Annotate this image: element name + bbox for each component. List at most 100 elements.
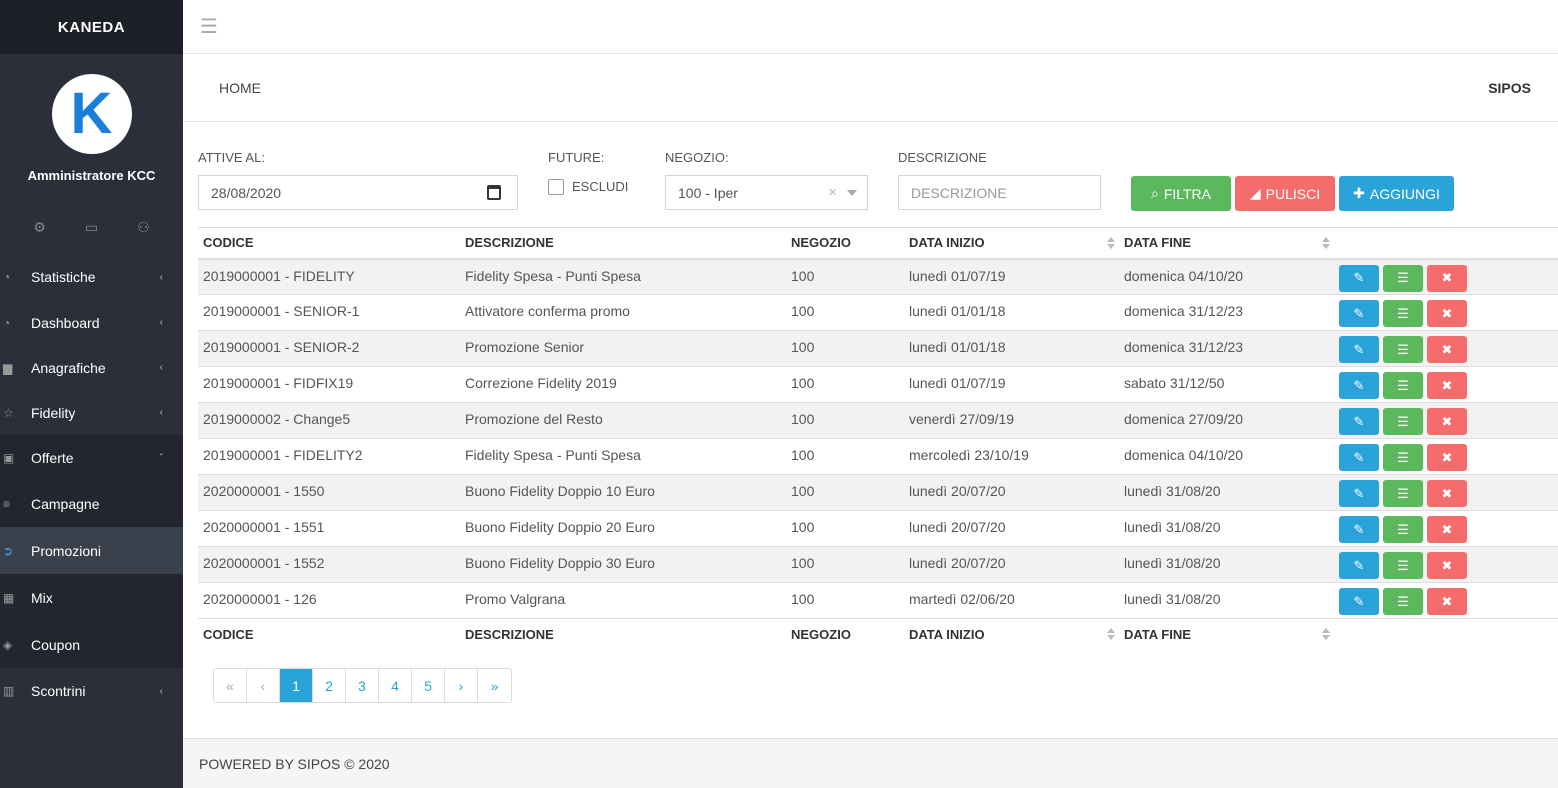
edit-button[interactable]: ✎ [1339, 336, 1379, 363]
exclude-checkbox[interactable] [548, 179, 564, 195]
delete-button[interactable]: ✖ [1427, 264, 1467, 292]
cell-description: Promozione Senior [460, 330, 786, 367]
sidebar-item-fidelity[interactable]: ☆ Fidelity ‹ [0, 390, 183, 435]
details-button[interactable]: ☰ [1383, 480, 1423, 507]
delete-button[interactable]: ✖ [1427, 588, 1467, 615]
edit-button[interactable]: ✎ [1339, 516, 1379, 543]
prev-page-button[interactable]: ‹ [247, 669, 280, 702]
clear-button[interactable]: ◢ PULISCI [1235, 176, 1335, 211]
edit-button[interactable]: ✎ [1339, 408, 1379, 435]
active-date-input[interactable]: 28/08/2020 [198, 175, 518, 210]
sidebar-item-coupon[interactable]: ◈ Coupon [0, 621, 183, 668]
column-header-end-date[interactable]: DATA FINE [1119, 227, 1334, 260]
details-button[interactable]: ☰ [1383, 552, 1423, 579]
table-row: 2019000001 - SENIOR-2 Promozione Senior 10… [198, 330, 1558, 367]
sidebar-item-campagne[interactable]: ≡ Campagne [0, 481, 183, 527]
sidebar-item-anagrafiche[interactable]: ▆ Anagrafiche ‹ [0, 345, 183, 390]
delete-button[interactable]: ✖ [1427, 408, 1467, 435]
sort-icon[interactable] [1107, 237, 1115, 251]
delete-button[interactable]: ✖ [1427, 300, 1467, 327]
column-footer-description[interactable]: DESCRIZIONE [460, 618, 786, 650]
sidebar-item-label: Anagrafiche [31, 359, 106, 376]
calendar-icon[interactable] [487, 185, 501, 200]
page-button-4[interactable]: 4 [379, 669, 412, 702]
cell-actions: ✎ ☰ ✖ [1334, 546, 1558, 583]
details-button[interactable]: ☰ [1383, 336, 1423, 363]
store-select[interactable]: 100 - Iper × [665, 175, 868, 210]
exclude-label: ESCLUDI [572, 179, 629, 194]
sidebar-item-statistiche[interactable]: ◔ Statistiche ‹ [0, 254, 183, 300]
delete-button[interactable]: ✖ [1427, 336, 1467, 363]
filter-button[interactable]: ⌕ FILTRA [1131, 176, 1231, 211]
edit-button[interactable]: ✎ [1339, 300, 1379, 327]
chevron-down-icon[interactable] [847, 190, 857, 196]
breadcrumb-home[interactable]: HOME [219, 79, 261, 96]
sidebar-item-dashboard[interactable]: ◔ Dashboard ‹ [0, 300, 183, 345]
row-actions: ✎ ☰ ✖ [1339, 300, 1558, 327]
page-button-2[interactable]: 2 [313, 669, 346, 702]
column-footer-store[interactable]: NEGOZIO [786, 618, 904, 650]
delete-button[interactable]: ✖ [1427, 372, 1467, 399]
page-button-3[interactable]: 3 [346, 669, 379, 702]
edit-button[interactable]: ✎ [1339, 444, 1379, 471]
delete-button[interactable]: ✖ [1427, 444, 1467, 471]
page-button-5[interactable]: 5 [412, 669, 445, 702]
column-header-start-date-label: DATA INIZIO [909, 235, 985, 251]
last-page-button[interactable]: » [490, 677, 499, 694]
row-actions: ✎ ☰ ✖ [1339, 408, 1558, 435]
edit-button[interactable]: ✎ [1339, 552, 1379, 579]
column-footer-end-date[interactable]: DATA FINE [1119, 618, 1334, 650]
cell-code: 2020000001 - 1550 [198, 474, 460, 511]
brand-logo[interactable]: KANEDA [0, 0, 183, 54]
table-header: CODICE DESCRIZIONE NEGOZIO DATA INIZIO D… [198, 227, 1558, 260]
sidebar-item-mix[interactable]: ▦ Mix [0, 574, 183, 621]
next-page-button[interactable]: › [445, 669, 478, 702]
edit-button[interactable]: ✎ [1339, 372, 1379, 399]
details-button[interactable]: ☰ [1383, 264, 1423, 292]
chat-icon[interactable]: ▭ [84, 218, 99, 235]
delete-button[interactable]: ✖ [1427, 516, 1467, 543]
cell-code: 2019000001 - FIDFIX19 [198, 366, 460, 403]
column-header-code[interactable]: CODICE [198, 227, 460, 260]
edit-button[interactable]: ✎ [1339, 264, 1379, 292]
sidebar-item-scontrini[interactable]: ▥ Scontrini ‹ [0, 668, 183, 714]
cell-code: 2019000001 - FIDELITY2 [198, 438, 460, 475]
first-page-button[interactable]: « [214, 669, 247, 702]
cell-start-date: venerdì 27/09/19 [904, 402, 1119, 439]
sort-icon[interactable] [1322, 237, 1330, 251]
clear-icon[interactable]: × [828, 184, 837, 201]
gear-icon[interactable]: ⚙ [33, 218, 46, 235]
column-header-start-date[interactable]: DATA INIZIO [904, 227, 1119, 260]
details-button[interactable]: ☰ [1383, 444, 1423, 471]
description-input[interactable]: DESCRIZIONE [898, 175, 1101, 210]
column-header-store[interactable]: NEGOZIO [786, 227, 904, 260]
user-icon[interactable]: ⚇ [137, 218, 150, 235]
table-row: 2019000001 - SENIOR-1 Attivatore conferma… [198, 294, 1558, 331]
sort-icon[interactable] [1322, 628, 1330, 642]
add-button[interactable]: ✚ AGGIUNGI [1339, 176, 1454, 211]
details-button[interactable]: ☰ [1383, 300, 1423, 327]
details-button[interactable]: ☰ [1383, 588, 1423, 615]
delete-button[interactable]: ✖ [1427, 552, 1467, 579]
column-header-description[interactable]: DESCRIZIONE [460, 227, 786, 260]
cell-end-date: domenica 31/12/23 [1119, 294, 1334, 331]
details-button[interactable]: ☰ [1383, 408, 1423, 435]
column-footer-code[interactable]: CODICE [198, 618, 460, 650]
hamburger-icon[interactable]: ☰ [200, 16, 218, 38]
cell-start-date: lunedì 20/07/20 [904, 474, 1119, 511]
details-button[interactable]: ☰ [1383, 372, 1423, 399]
details-button[interactable]: ☰ [1383, 516, 1423, 543]
edit-button[interactable]: ✎ [1339, 588, 1379, 615]
delete-button[interactable]: ✖ [1427, 480, 1467, 507]
chevron-icon: ‹ [159, 362, 163, 373]
cell-store: 100 [786, 546, 904, 583]
sort-icon[interactable] [1107, 628, 1115, 642]
table-row: 2019000002 - Change5 Promozione del Resto… [198, 402, 1558, 439]
cell-code: 2019000001 - FIDELITY [198, 258, 460, 295]
page-button-1[interactable]: 1 [280, 669, 313, 702]
cell-store: 100 [786, 330, 904, 367]
column-footer-start-date[interactable]: DATA INIZIO [904, 618, 1119, 650]
sidebar-item-promozioni[interactable]: ➲ Promozioni [0, 527, 183, 574]
edit-button[interactable]: ✎ [1339, 480, 1379, 507]
sidebar-item-offerte[interactable]: ▣ Offerte ˇ [0, 435, 183, 481]
